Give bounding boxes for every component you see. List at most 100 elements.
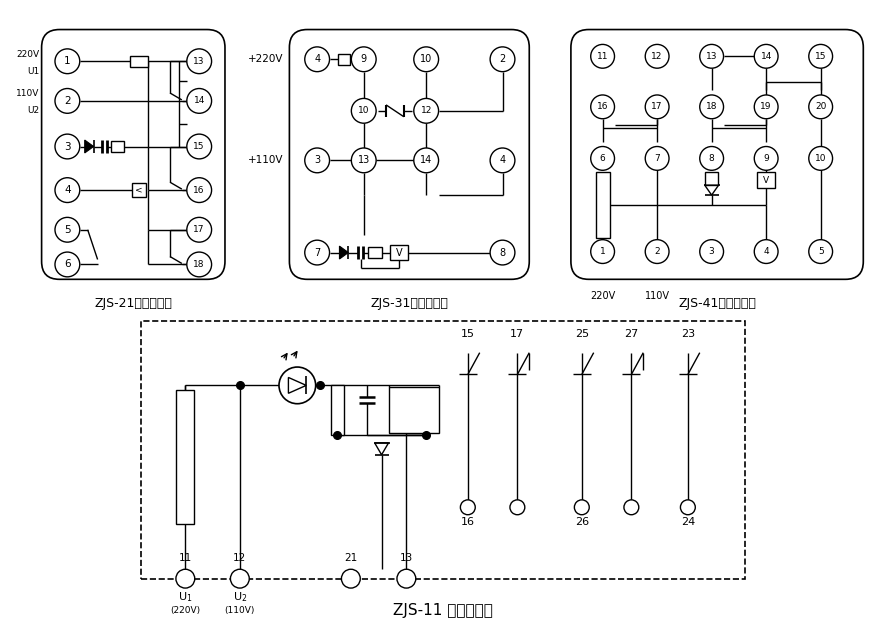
Circle shape bbox=[755, 146, 778, 170]
Circle shape bbox=[574, 500, 589, 515]
Text: 6: 6 bbox=[64, 259, 71, 269]
Circle shape bbox=[351, 148, 376, 173]
Circle shape bbox=[397, 569, 416, 588]
Text: 3: 3 bbox=[64, 141, 71, 151]
Bar bbox=[140, 321, 746, 579]
Circle shape bbox=[809, 240, 832, 264]
Circle shape bbox=[279, 367, 316, 404]
Text: <: < bbox=[135, 186, 143, 194]
Bar bbox=[390, 245, 408, 260]
Circle shape bbox=[414, 47, 439, 72]
Text: 16: 16 bbox=[193, 186, 205, 194]
Text: 13: 13 bbox=[400, 553, 413, 563]
Bar bbox=[595, 172, 610, 238]
Text: ZJS-41内部接线图: ZJS-41内部接线图 bbox=[679, 297, 756, 310]
Text: 14: 14 bbox=[420, 155, 433, 165]
Text: 2: 2 bbox=[500, 54, 506, 64]
Text: 9: 9 bbox=[360, 54, 367, 64]
Text: U1: U1 bbox=[28, 67, 39, 76]
Circle shape bbox=[591, 240, 614, 264]
Bar bbox=[339, 54, 350, 65]
Text: 6: 6 bbox=[600, 154, 605, 163]
Circle shape bbox=[351, 47, 376, 72]
Circle shape bbox=[591, 146, 614, 170]
Polygon shape bbox=[340, 246, 349, 259]
Circle shape bbox=[755, 95, 778, 119]
Text: +110V: +110V bbox=[248, 155, 283, 165]
Text: 2: 2 bbox=[654, 247, 660, 256]
Bar bbox=[131, 56, 148, 67]
Text: 4: 4 bbox=[64, 185, 71, 195]
Text: 12: 12 bbox=[652, 52, 662, 61]
Circle shape bbox=[809, 95, 832, 119]
Circle shape bbox=[700, 146, 723, 170]
Circle shape bbox=[490, 240, 515, 265]
Text: 23: 23 bbox=[681, 329, 695, 339]
Circle shape bbox=[305, 240, 330, 265]
Text: 12: 12 bbox=[420, 106, 432, 115]
Text: 7: 7 bbox=[654, 154, 660, 163]
Circle shape bbox=[187, 178, 212, 203]
Circle shape bbox=[700, 240, 723, 264]
Text: 3: 3 bbox=[709, 247, 714, 256]
Text: 21: 21 bbox=[344, 553, 358, 563]
Circle shape bbox=[645, 95, 669, 119]
Bar bbox=[705, 172, 718, 185]
Circle shape bbox=[187, 252, 212, 277]
Text: 110V: 110V bbox=[16, 90, 39, 98]
Text: U$_1$: U$_1$ bbox=[178, 591, 192, 604]
Text: 15: 15 bbox=[460, 329, 475, 339]
Text: 13: 13 bbox=[706, 52, 717, 61]
Text: 14: 14 bbox=[193, 97, 205, 105]
Circle shape bbox=[645, 146, 669, 170]
Text: V: V bbox=[763, 175, 769, 185]
Text: 18: 18 bbox=[193, 260, 205, 269]
Text: 11: 11 bbox=[597, 52, 609, 61]
Text: 15: 15 bbox=[193, 142, 205, 151]
Text: 10: 10 bbox=[358, 106, 369, 115]
Circle shape bbox=[591, 44, 614, 68]
Circle shape bbox=[414, 98, 439, 123]
Text: 26: 26 bbox=[575, 517, 589, 528]
Text: 18: 18 bbox=[706, 102, 717, 111]
Text: ZJS-11 背后接线图: ZJS-11 背后接线图 bbox=[393, 603, 493, 618]
Text: V: V bbox=[396, 247, 402, 257]
Circle shape bbox=[176, 569, 195, 588]
Text: 15: 15 bbox=[815, 52, 826, 61]
Circle shape bbox=[55, 134, 80, 159]
Text: 10: 10 bbox=[420, 54, 433, 64]
Text: +220V: +220V bbox=[248, 54, 283, 64]
Circle shape bbox=[645, 240, 669, 264]
Text: 1: 1 bbox=[600, 247, 605, 256]
Text: 4: 4 bbox=[763, 247, 769, 256]
Circle shape bbox=[305, 47, 330, 72]
Text: 1: 1 bbox=[64, 56, 71, 66]
Circle shape bbox=[680, 500, 696, 515]
Circle shape bbox=[231, 569, 249, 588]
Circle shape bbox=[187, 49, 212, 74]
Text: 17: 17 bbox=[510, 329, 525, 339]
Circle shape bbox=[700, 95, 723, 119]
Text: 4: 4 bbox=[500, 155, 506, 165]
Text: 2: 2 bbox=[64, 96, 71, 106]
Text: 27: 27 bbox=[624, 329, 638, 339]
Circle shape bbox=[809, 44, 832, 68]
Text: ZJS-31内部接线图: ZJS-31内部接线图 bbox=[370, 297, 448, 310]
FancyBboxPatch shape bbox=[290, 30, 529, 280]
Circle shape bbox=[645, 44, 669, 68]
Text: 25: 25 bbox=[575, 329, 589, 339]
Text: 17: 17 bbox=[652, 102, 662, 111]
Text: 13: 13 bbox=[358, 155, 370, 165]
Circle shape bbox=[490, 47, 515, 72]
FancyBboxPatch shape bbox=[571, 30, 864, 280]
Text: 4: 4 bbox=[314, 54, 320, 64]
Circle shape bbox=[591, 95, 614, 119]
Bar bbox=[331, 386, 344, 435]
Bar bbox=[132, 183, 146, 197]
FancyBboxPatch shape bbox=[42, 30, 225, 280]
Bar bbox=[757, 172, 775, 188]
Circle shape bbox=[187, 134, 212, 159]
Text: 220V: 220V bbox=[16, 50, 39, 59]
Circle shape bbox=[510, 500, 525, 515]
Text: 12: 12 bbox=[233, 553, 247, 563]
